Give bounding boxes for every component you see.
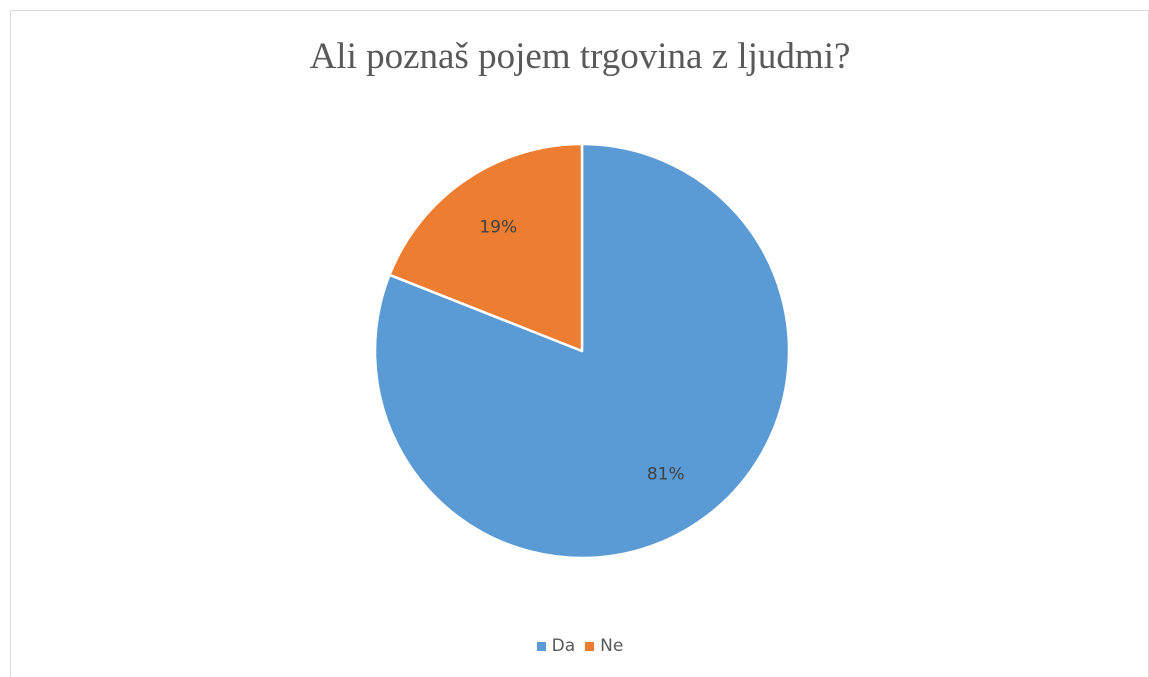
data-label-da: 81% — [647, 464, 685, 484]
legend-label-ne: Ne — [600, 636, 624, 656]
pie-slice-ne[interactable] — [388, 142, 584, 353]
pie-slices — [373, 142, 791, 560]
legend-item-da[interactable]: Da — [536, 636, 576, 656]
chart-border-top — [11, 10, 1149, 11]
chart-border-left — [10, 10, 11, 677]
legend-swatch-da — [536, 641, 546, 651]
legend: Da Ne — [11, 636, 1149, 656]
data-label-ne: 19% — [479, 218, 517, 238]
legend-label-da: Da — [551, 636, 576, 656]
legend-item-ne[interactable]: Ne — [585, 636, 623, 656]
pie-data-labels: 81% 19% — [479, 218, 684, 485]
legend-swatch-ne — [585, 641, 595, 651]
chart-title: Ali poznaš pojem trgovina z ljudmi? — [309, 36, 851, 77]
